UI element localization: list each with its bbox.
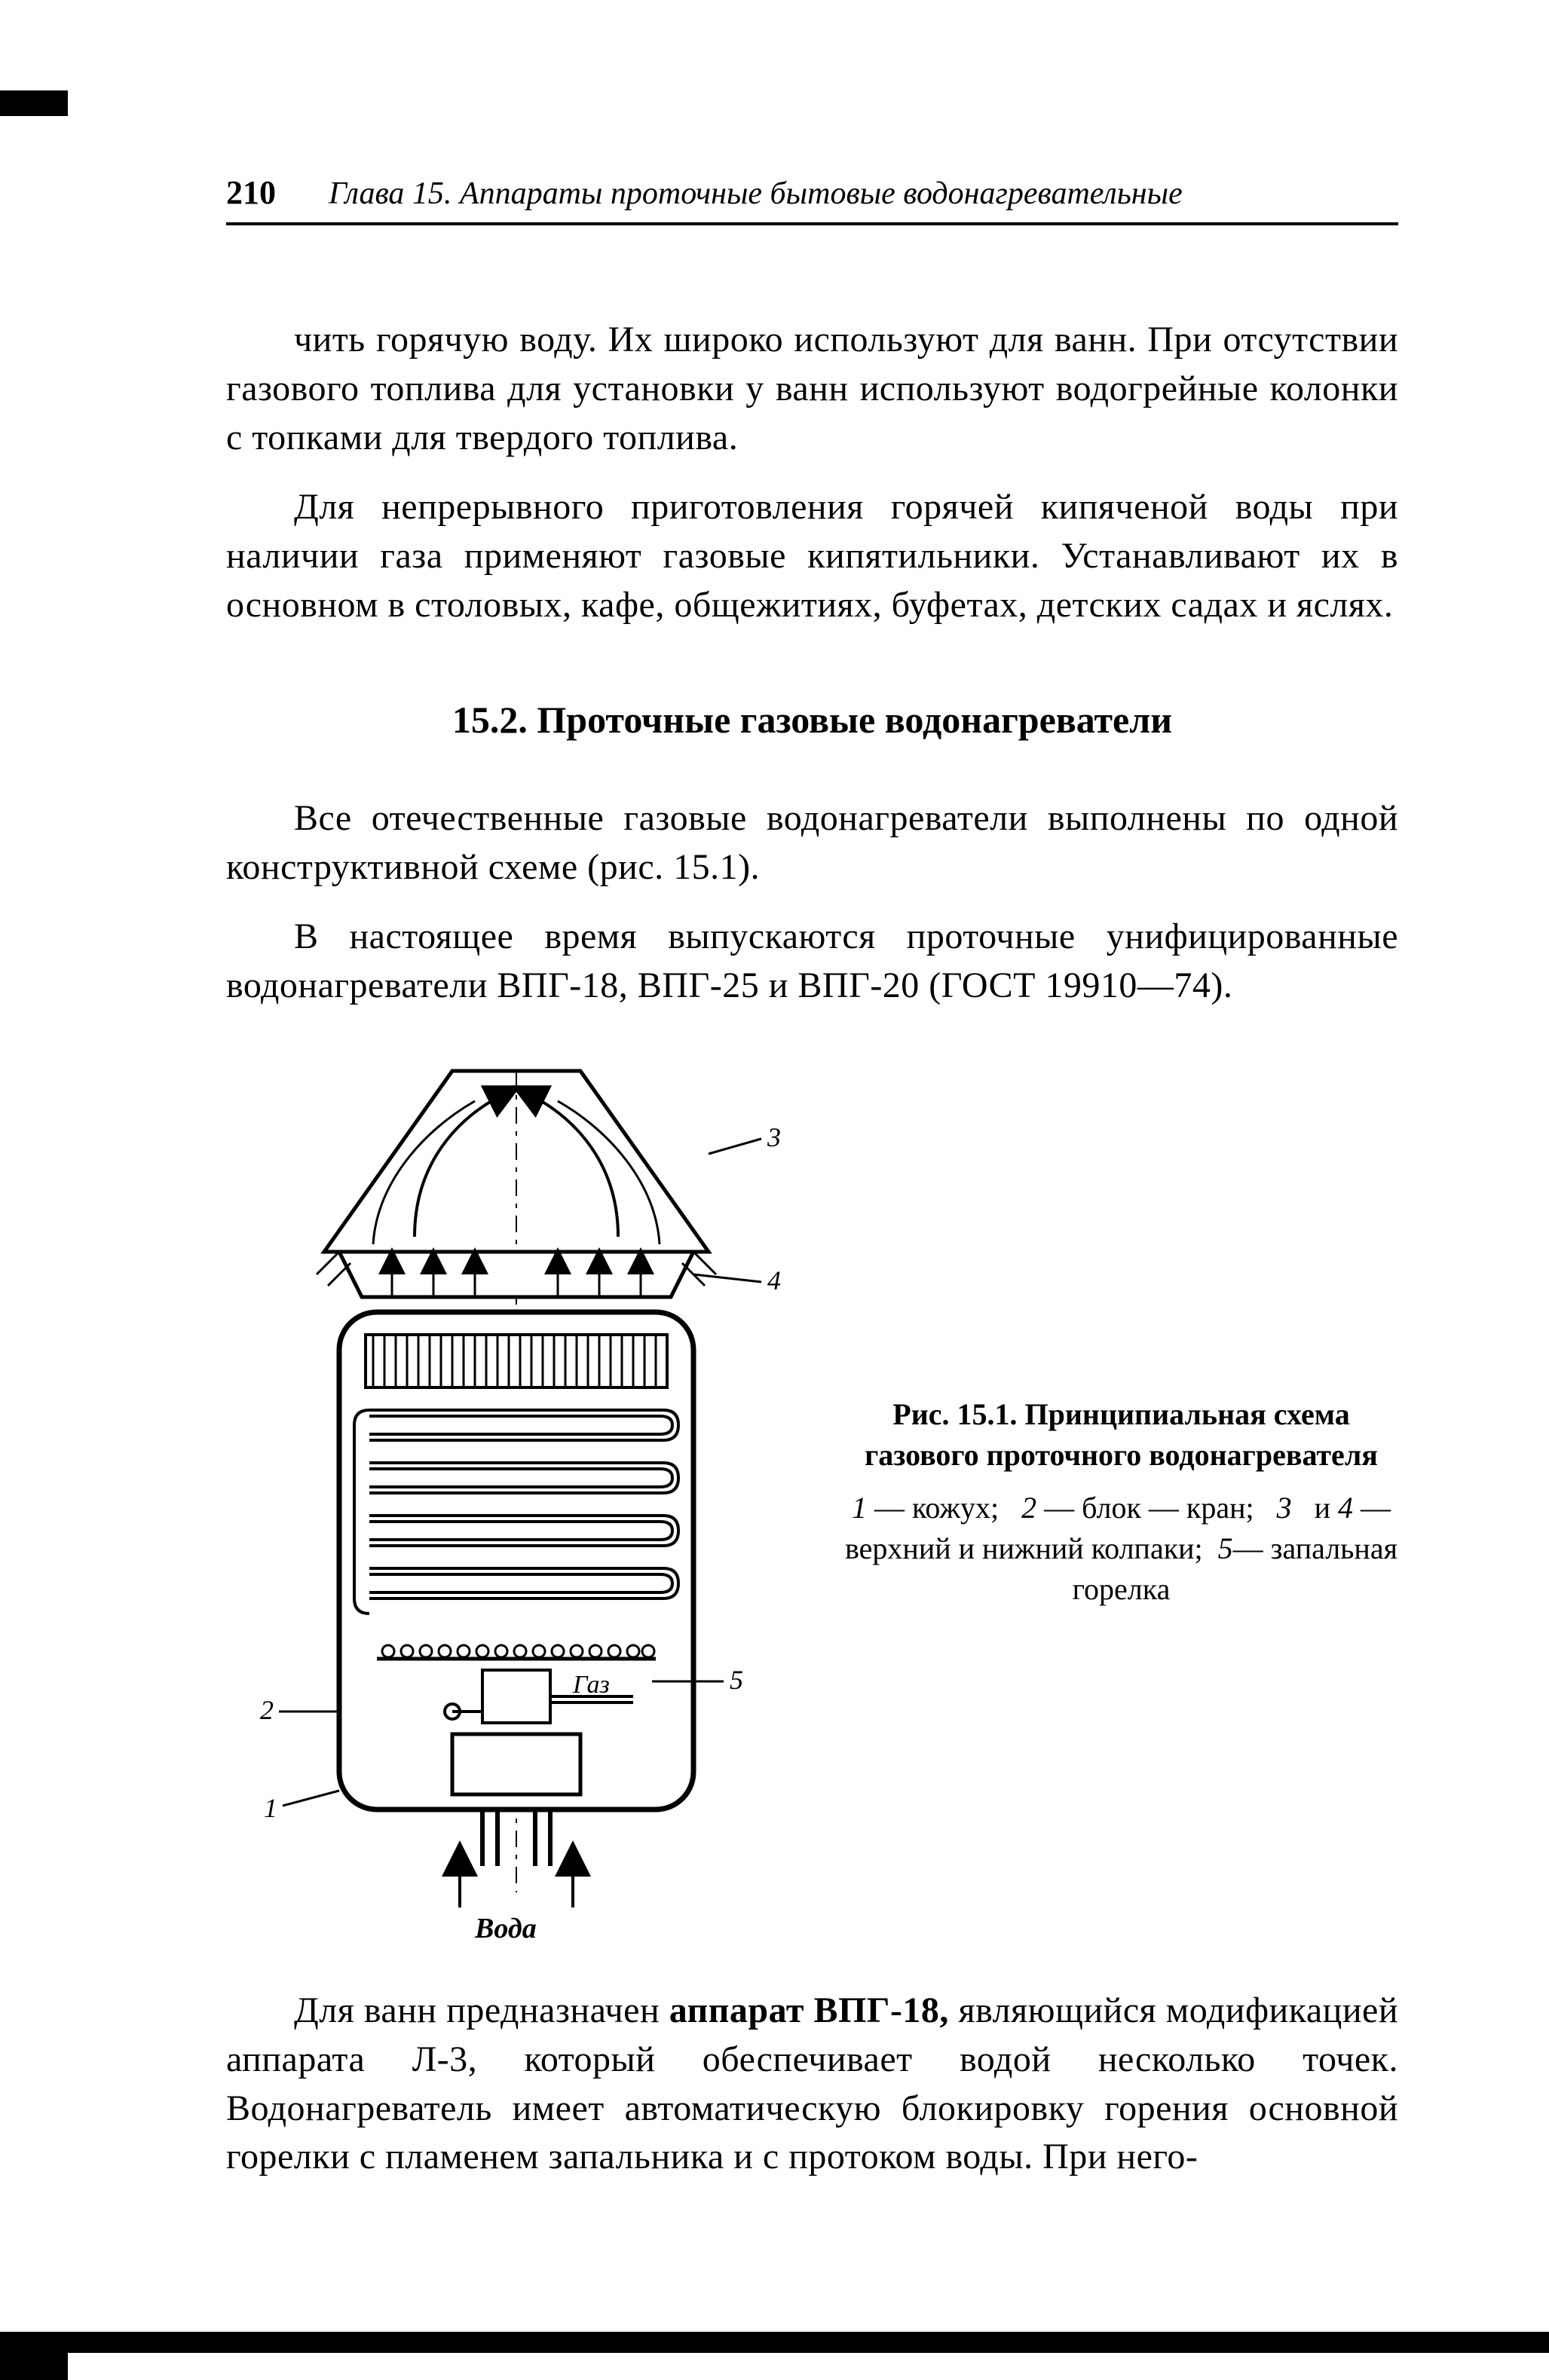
gas-valve [482, 1670, 550, 1723]
legend-i1: 1 [852, 1491, 867, 1525]
burner-flames [382, 1645, 654, 1657]
callout-5: 5 [730, 1665, 743, 1695]
running-title: Глава 15. Аппараты проточные бытовые вод… [329, 176, 1183, 212]
figure-caption: Рис. 15.1. Принципиальная схема газового… [844, 1394, 1398, 1610]
legend-i5: 5 [1218, 1531, 1233, 1565]
paragraph-2: Для непрерывного приготовления горячей к… [226, 483, 1398, 629]
callout-3: 3 [767, 1122, 781, 1152]
callout-4: 4 [767, 1265, 781, 1296]
water-heater-svg: Газ Вода 3 4 [226, 1056, 799, 1945]
legend-i2: 2 [1021, 1491, 1036, 1525]
leader-1 [283, 1791, 339, 1806]
scan-artifact-bottom-bar [0, 2332, 1549, 2353]
figure-block: Газ Вода 3 4 [226, 1056, 1398, 1949]
figure-diagram: Газ Вода 3 4 [226, 1056, 799, 1949]
paragraph-1: чить горячую воду. Их широко используют … [226, 316, 1398, 462]
section-title: 15.2. Проточные газовые водонагреватели [226, 698, 1398, 742]
scan-artifact-bottom-left [0, 2335, 68, 2380]
legend-i3: 3 [1277, 1491, 1292, 1525]
paragraph-5: Для ванн предназначен аппарат ВПГ-18, яв… [226, 1987, 1398, 2182]
page-number: 210 [226, 173, 276, 212]
paragraph-3: Все отечественные газовые водонагревател… [226, 794, 1398, 892]
p5-bold: аппарат ВПГ-18, [669, 1990, 949, 2030]
page: 210 Глава 15. Аппараты проточные бытовые… [0, 0, 1549, 2380]
scan-artifact-top [0, 90, 68, 116]
leader-4 [693, 1274, 761, 1282]
water-label: Вода [474, 1913, 537, 1944]
callout-2: 2 [260, 1695, 274, 1725]
leader-3 [709, 1139, 761, 1154]
p5-prefix: Для ванн предназначен [294, 1990, 669, 2030]
figure-caption-title: Рис. 15.1. Принципиальная схема газового… [844, 1394, 1398, 1476]
running-head: 210 Глава 15. Аппараты проточные бытовые… [226, 173, 1398, 225]
gas-label: Газ [572, 1671, 610, 1699]
callout-1: 1 [264, 1793, 277, 1823]
figure-caption-legend: 1 — кожух; 2 — блок — кран; 3 и 4 — верх… [844, 1488, 1398, 1610]
paragraph-4: В настоящее время выпускаются проточные … [226, 913, 1398, 1011]
valve-block [452, 1734, 580, 1794]
legend-i4: 4 [1338, 1491, 1353, 1525]
